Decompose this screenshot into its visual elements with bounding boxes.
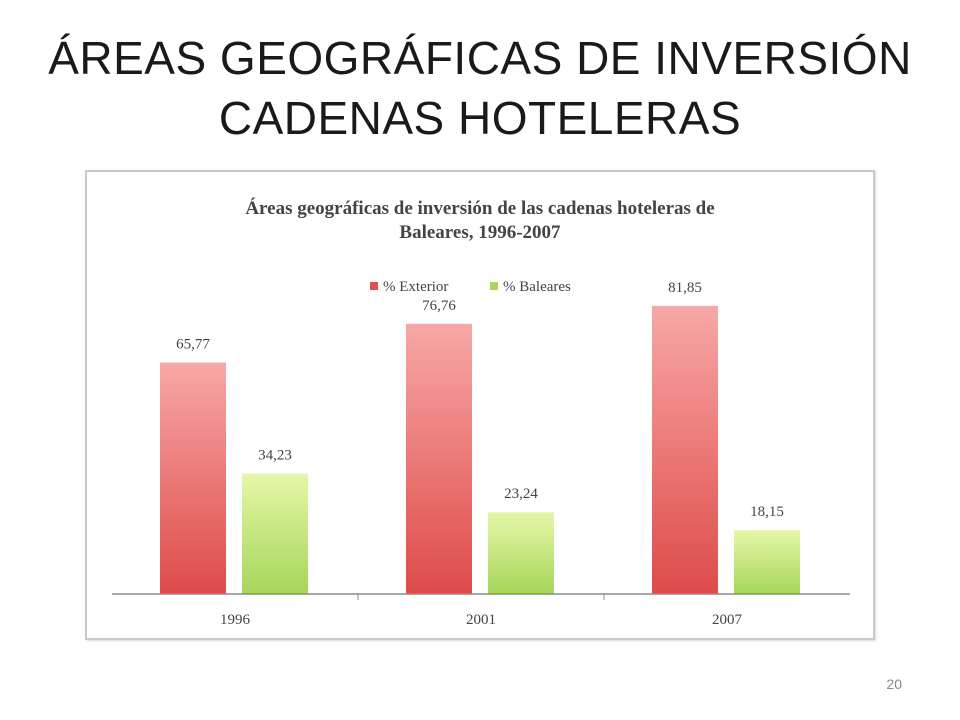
bar-baleares-1996 (242, 473, 308, 594)
bar-baleares-2007 (734, 530, 800, 594)
x-tick-label-2001: 2001 (466, 612, 496, 628)
slide-title-line-1: ÁREAS GEOGRÁFICAS DE INVERSIÓN (48, 32, 912, 84)
chart-title-line-2: Baleares, 1996-2007 (399, 222, 561, 243)
chart-data-labels: 65,77 34,23 76,76 23,24 81,85 18,15 (176, 280, 784, 520)
chart-legend: % Exterior % Baleares (370, 279, 571, 295)
data-label-baleares-2007: 18,15 (750, 504, 784, 520)
x-tick-label-1996: 1996 (220, 612, 251, 628)
chart-title-line-1: Áreas geográficas de inversión de las ca… (245, 197, 714, 219)
bar-exterior-2007 (652, 305, 718, 594)
chart-frame: Áreas geográficas de inversión de las ca… (85, 170, 875, 640)
data-label-baleares-1996: 34,23 (258, 448, 292, 464)
slide-title: ÁREAS GEOGRÁFICAS DE INVERSIÓN CADENAS H… (0, 28, 960, 148)
data-label-exterior-2007: 81,85 (668, 280, 702, 296)
legend-item-exterior: % Exterior (370, 279, 448, 295)
legend-item-baleares: % Baleares (490, 279, 571, 295)
bar-chart: Áreas geográficas de inversión de las ca… (112, 197, 850, 628)
data-label-exterior-2001: 76,76 (422, 298, 456, 314)
bar-baleares-2001 (488, 512, 554, 594)
data-label-baleares-2001: 23,24 (504, 486, 538, 502)
slide-number: 20 (886, 676, 902, 692)
legend-swatch (370, 282, 378, 290)
slide-title-line-2: CADENAS HOTELERAS (218, 92, 742, 144)
legend-label: % Exterior (383, 279, 448, 295)
legend-swatch (490, 282, 498, 290)
bar-exterior-1996 (160, 362, 226, 594)
bar-exterior-2001 (406, 323, 472, 594)
data-label-exterior-1996: 65,77 (176, 336, 210, 352)
x-tick-label-2007: 2007 (712, 612, 743, 628)
x-axis-ticks: 1996 2001 2007 (220, 594, 743, 628)
chart-bars (160, 305, 800, 594)
legend-label: % Baleares (503, 279, 571, 295)
